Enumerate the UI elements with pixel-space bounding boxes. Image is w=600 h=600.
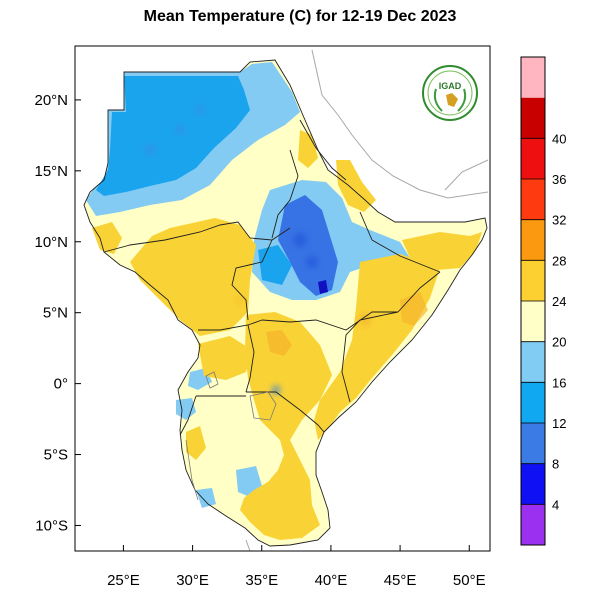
outside-borders [245, 49, 489, 551]
colorbar-label: 32 [552, 213, 566, 228]
lon-tick-label: 25°E [107, 572, 140, 589]
colorbar-label: 36 [552, 172, 566, 187]
colorbar-label: 12 [552, 416, 566, 431]
lon-tick-label: 40°E [315, 572, 348, 589]
colorbar-label: 8 [552, 457, 559, 472]
colorbar-swatch [521, 97, 545, 139]
lon-tick-label: 45°E [384, 572, 417, 589]
colorbar-swatch [521, 301, 545, 342]
colorbar-label: 4 [552, 497, 559, 512]
colorbar-label: 24 [552, 294, 566, 309]
colorbar-swatch [521, 138, 545, 179]
lat-tick-label: 20°N [34, 92, 68, 109]
colorbar-swatch [521, 382, 545, 423]
colorbar-swatch [521, 341, 545, 383]
colorbar-label: 16 [552, 375, 566, 390]
lakes [185, 371, 277, 501]
lat-tick-label: 10°N [34, 234, 68, 251]
igad-logo: IGAD [422, 65, 478, 121]
country-borders [83, 59, 488, 547]
lat-tick-label: 0° [54, 376, 68, 393]
colorbar-swatch [521, 260, 545, 301]
lat-tick-label: 10°S [35, 517, 68, 534]
colorbar-swatch [521, 463, 545, 505]
colorbar-swatch [521, 423, 545, 464]
colorbar-swatch [521, 219, 545, 261]
plot-frame [74, 45, 491, 552]
colorbar-swatch [521, 179, 545, 220]
lat-tick-label: 15°N [34, 163, 68, 180]
lon-tick-label: 35°E [245, 572, 278, 589]
logo-text: IGAD [439, 81, 462, 91]
colorbar-label: 28 [552, 253, 566, 268]
lat-tick-label: 5°S [44, 447, 68, 464]
lat-tick-label: 5°N [43, 305, 68, 322]
longitude-ticks: 25°E 30°E 35°E 40°E 45°E 50°E [107, 545, 486, 589]
temperature-field [86, 62, 482, 540]
lon-tick-label: 50°E [453, 572, 486, 589]
map-title: Mean Temperature (C) for 12-19 Dec 2023 [143, 8, 457, 25]
colorbar-label: 40 [552, 131, 566, 146]
latitude-ticks: 20°N 15°N 10°N 5°N 0° 5°S 10°S [34, 92, 81, 534]
colorbar: 4 8 12 16 20 24 28 32 36 40 [520, 56, 566, 546]
lon-tick-label: 30°E [176, 572, 209, 589]
colorbar-swatch [521, 504, 545, 545]
colorbar-label: 20 [552, 335, 566, 350]
colorbar-swatch [521, 57, 545, 98]
